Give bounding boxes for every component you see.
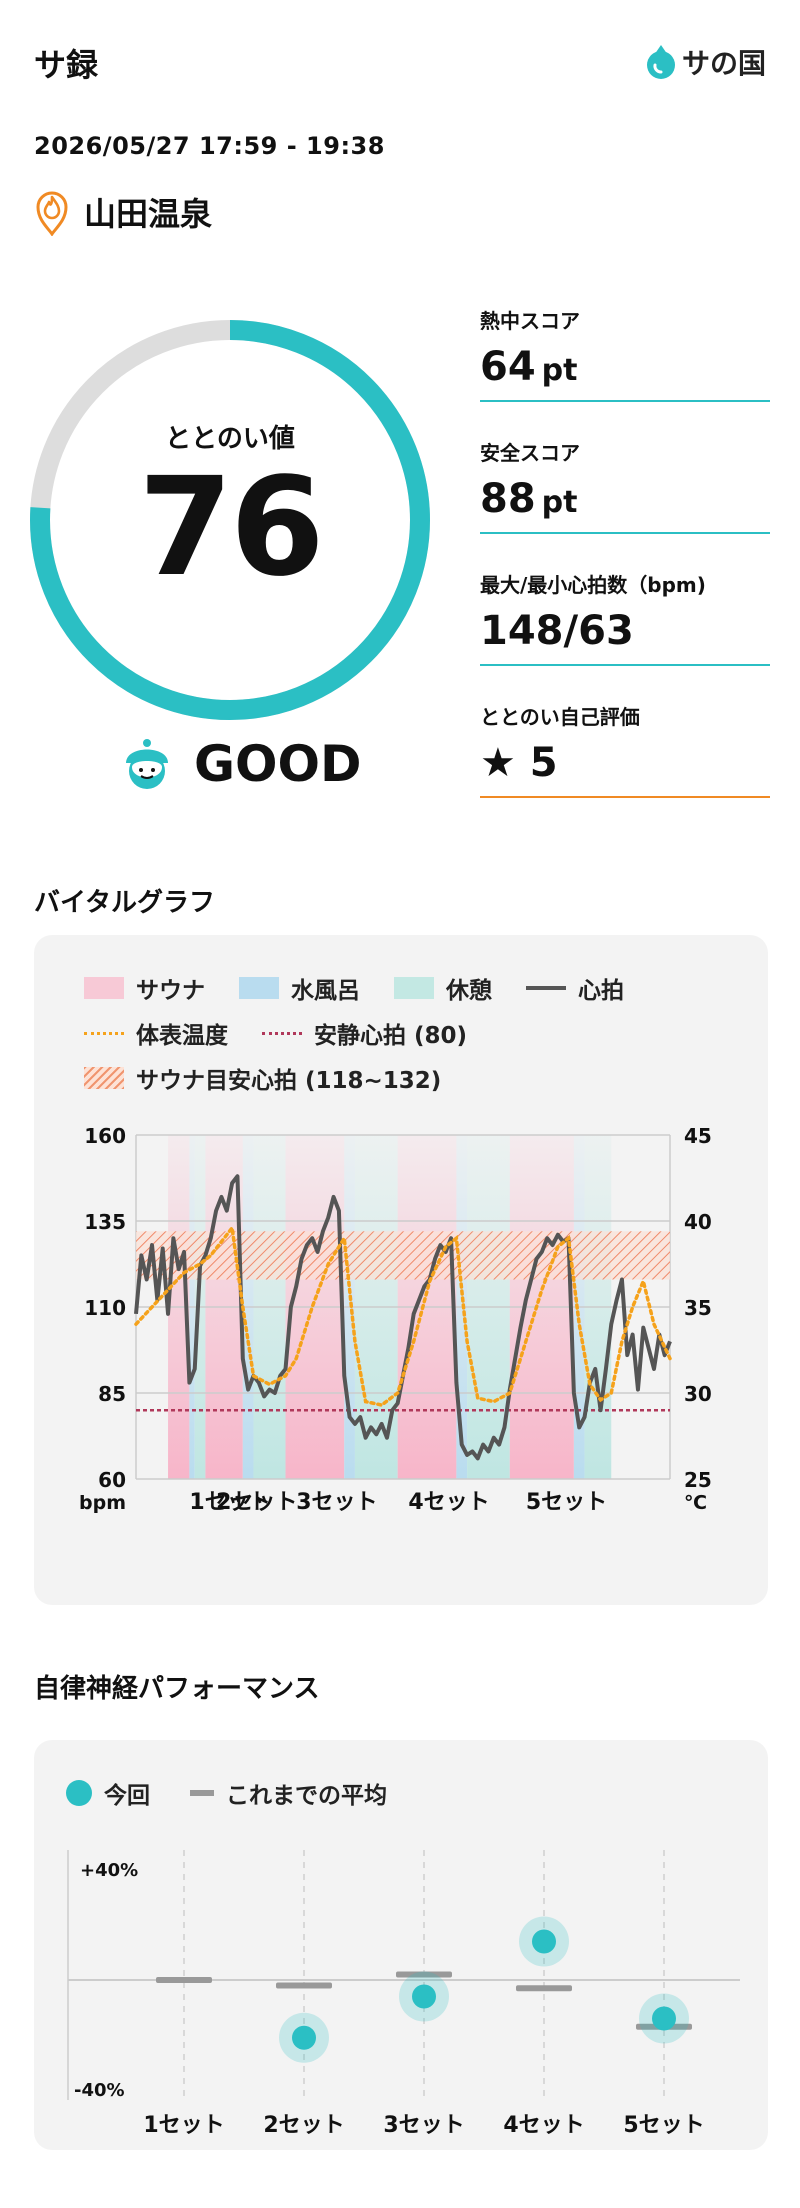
y-left-tick-label: 135	[84, 1210, 126, 1234]
category-label: 5セット	[623, 2113, 704, 2138]
grade: GOOD	[120, 735, 362, 793]
target-hr-band	[136, 1231, 670, 1280]
autonomic-legend: 今回 これまでの平均	[66, 1776, 387, 1810]
legend-swatch	[84, 977, 124, 999]
app-title: サ録	[34, 46, 99, 84]
legend-swatch	[526, 986, 566, 990]
gauge-progress	[30, 320, 430, 720]
legend-heart-rate: 心拍	[526, 971, 624, 1005]
vital-graph-title: バイタルグラフ	[34, 888, 215, 918]
sauna-hat-face-icon	[126, 739, 168, 789]
legend-cold-bath: 水風呂	[239, 971, 360, 1005]
stat-value: ★ 5	[480, 740, 558, 786]
current-point	[532, 1929, 556, 1954]
y-min-label: -40%	[74, 2080, 125, 2101]
stat-self-rating: ととのい自己評価 ★ 5	[480, 701, 770, 798]
facility-name: 山田温泉	[84, 195, 213, 233]
y-left-unit: bpm	[79, 1492, 126, 1514]
y-right-tick-label: 30	[684, 1382, 712, 1406]
y-right-tick-label: 40	[684, 1210, 712, 1234]
brand-logo[interactable]: サの国	[646, 42, 766, 82]
current-point	[292, 2025, 316, 2050]
stat-label: 最大/最小心拍数（bpm)	[480, 573, 706, 597]
facility[interactable]: 山田温泉	[34, 188, 212, 236]
vital-legend-row-3: サウナ目安心拍 (118~132)	[84, 1061, 441, 1095]
current-point	[412, 1984, 436, 2009]
autonomic-title: 自律神経パフォーマンス	[34, 1674, 320, 1704]
legend-body-temp: 体表温度	[84, 1016, 228, 1050]
stat-label: 安全スコア	[480, 441, 580, 465]
average-marker	[156, 1977, 212, 1983]
legend-target-hr: サウナ目安心拍 (118~132)	[84, 1061, 441, 1095]
set-label: 4セット	[408, 1490, 489, 1515]
legend-marker	[66, 1780, 92, 1806]
stat-value: 88	[480, 476, 536, 522]
category-label: 1セット	[143, 2113, 224, 2138]
average-marker	[276, 1982, 332, 1989]
autonomic-chart: +40% -40% 1セット 2セット 3セット 4セット 5セット	[67, 1850, 740, 2138]
legend-swatch	[84, 1067, 124, 1089]
legend-swatch	[239, 977, 279, 999]
legend-swatch	[262, 1031, 302, 1035]
score-value: 76	[138, 449, 324, 607]
vital-graph-card: サウナ 水風呂 休憩 心拍 体表温度 安静心拍 (80) サウナ目安心拍 (11…	[34, 935, 768, 1605]
session-datetime: 2026/05/27 17:59 - 19:38	[34, 132, 385, 160]
y-left-tick-label: 160	[84, 1124, 126, 1148]
legend-current: 今回	[66, 1776, 150, 1810]
category-label: 4セット	[503, 2113, 584, 2138]
category-label: 3セット	[383, 2113, 464, 2138]
y-right-unit: ℃	[684, 1492, 707, 1514]
logo-text: サの国	[681, 47, 766, 80]
set-label: 5セット	[526, 1490, 607, 1515]
set-label: 2セット	[216, 1490, 297, 1515]
body-temp-series	[134, 1223, 672, 1407]
average-marker	[396, 1971, 452, 1978]
y-left-tick-label: 60	[98, 1468, 126, 1492]
stat-heat-score: 熱中スコア 64 pt	[480, 305, 770, 402]
legend-average: これまでの平均	[190, 1776, 387, 1810]
vital-legend-row-2: 体表温度 安静心拍 (80)	[84, 1016, 467, 1050]
vital-legend-row-1: サウナ 水風呂 休憩 心拍	[84, 971, 624, 1005]
stat-safety-score: 安全スコア 88 pt	[480, 437, 770, 534]
set-label: 3セット	[296, 1490, 377, 1515]
stat-value: 64	[480, 344, 536, 390]
y-left-tick-label: 85	[98, 1382, 126, 1406]
totonoi-gauge	[30, 320, 430, 720]
y-right-tick-label: 25	[684, 1468, 712, 1492]
legend-swatch	[84, 1031, 124, 1035]
set-label: 1セット	[189, 1490, 270, 1515]
y-max-label: +40%	[80, 1860, 138, 1881]
stat-heart-rate-range: 最大/最小心拍数（bpm) 148/63	[480, 569, 770, 666]
stat-label: 熱中スコア	[480, 309, 580, 333]
legend-sauna: サウナ	[84, 971, 205, 1005]
legend-rest: 休憩	[394, 971, 492, 1005]
stat-unit: pt	[541, 485, 578, 520]
autonomic-card: 今回 これまでの平均 +40% -40% 1セット 2セット 3セット 4セット 5セット	[34, 1740, 768, 2150]
stat-unit: pt	[541, 353, 578, 388]
legend-marker	[190, 1790, 214, 1796]
legend-resting-hr: 安静心拍 (80)	[262, 1016, 467, 1050]
score-label: ととのい値	[165, 424, 295, 454]
average-marker	[516, 1985, 572, 1992]
water-drop-icon	[646, 45, 675, 79]
legend-swatch	[394, 977, 434, 999]
y-left-tick-label: 110	[84, 1296, 126, 1320]
y-right-tick-label: 45	[684, 1124, 712, 1148]
sauna-flame-pin-icon	[36, 191, 68, 236]
stat-label: ととのい自己評価	[480, 705, 640, 729]
stat-value: 148/63	[480, 608, 634, 654]
y-right-tick-label: 35	[684, 1296, 712, 1320]
current-point	[652, 2006, 676, 2031]
category-label: 2セット	[263, 2113, 344, 2138]
grade-text: GOOD	[194, 735, 362, 793]
